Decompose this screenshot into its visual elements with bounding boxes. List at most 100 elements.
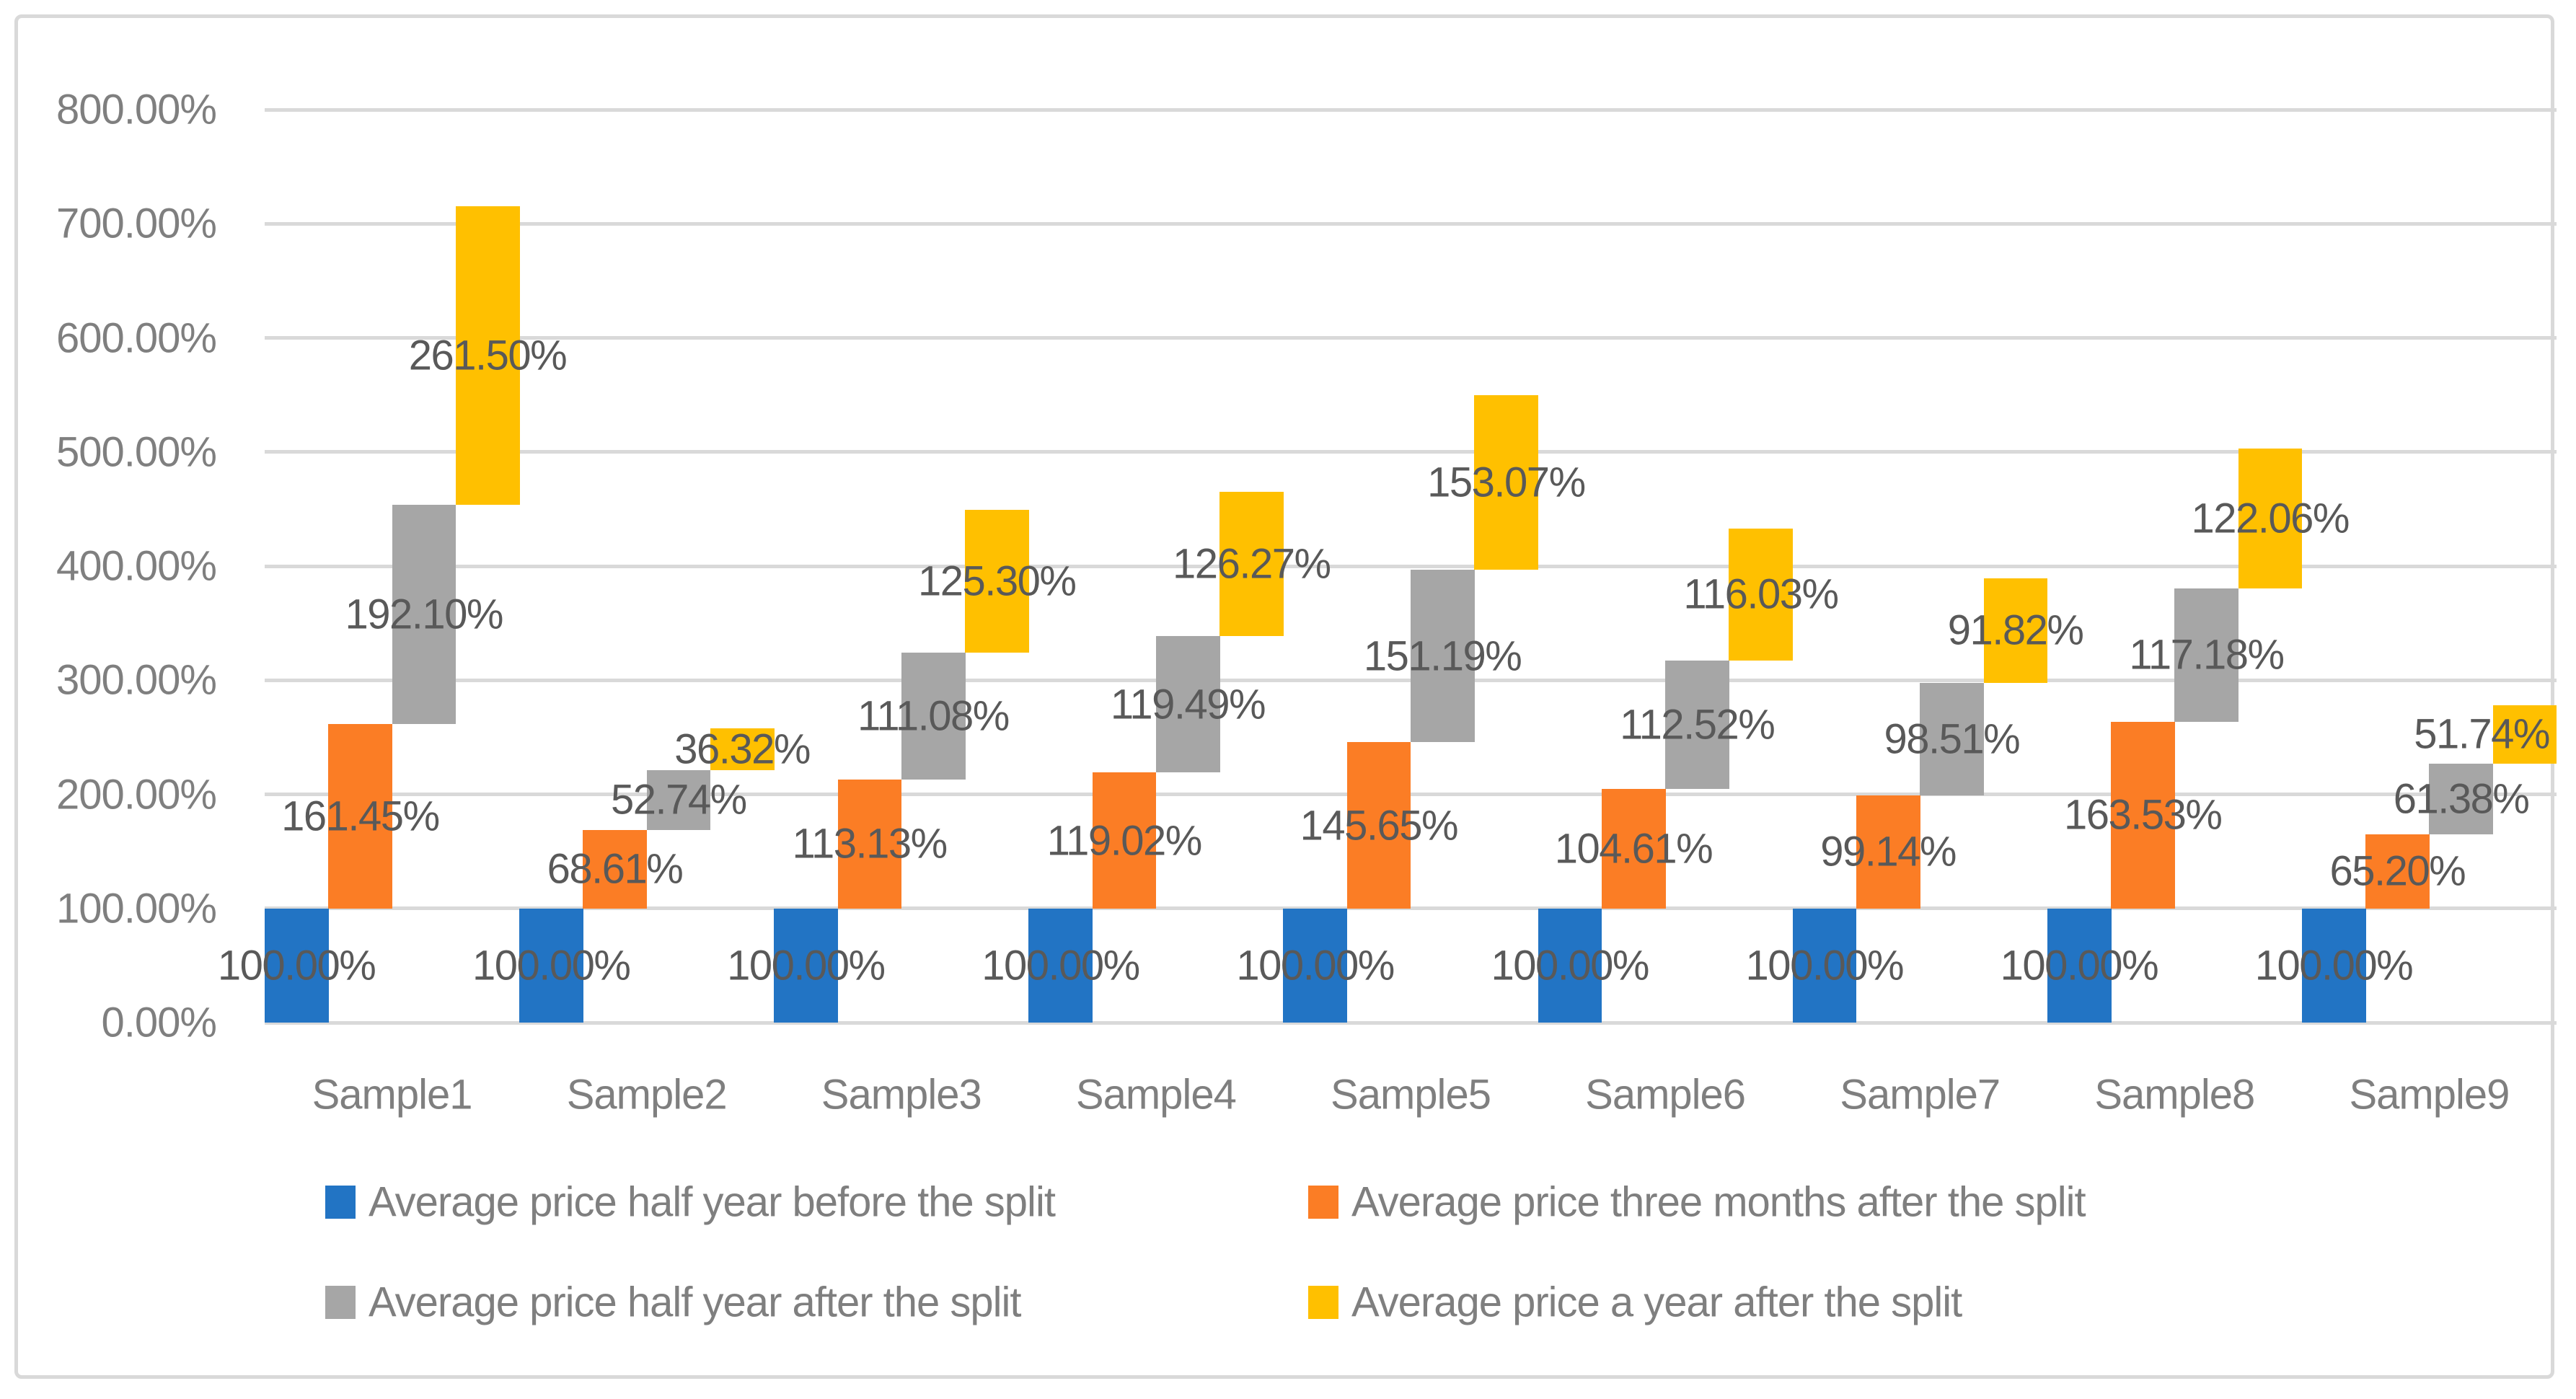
bar-segment-Sample3-s0: [774, 908, 838, 1023]
bar-segment-Sample7-s0: [1792, 908, 1857, 1023]
data-label: 117.18%: [2129, 631, 2285, 679]
data-label: 125.30%: [917, 557, 1077, 605]
bar-segment-Sample4-s1: [1092, 772, 1157, 909]
y-tick-label: 700.00%: [56, 200, 217, 247]
bar-segment-Sample3-s3: [965, 509, 1029, 653]
gridline-100: [265, 906, 2557, 911]
data-label: 122.06%: [2191, 495, 2350, 542]
y-tick-label: 0.00%: [101, 999, 217, 1046]
x-category-label-Sample1: Sample1: [312, 1071, 473, 1118]
data-label: 261.50%: [408, 332, 568, 379]
legend-marker-0: [325, 1186, 356, 1219]
y-tick-label: 200.00%: [56, 771, 217, 818]
bar-segment-Sample8-s3: [2238, 449, 2303, 588]
y-tick-label: 400.00%: [56, 542, 217, 590]
bar-segment-Sample8-s0: [2047, 908, 2112, 1023]
y-tick-label: 100.00%: [56, 885, 217, 932]
y-tick-label: 600.00%: [56, 314, 217, 361]
data-label: 192.10%: [345, 591, 503, 638]
x-category-label-Sample9: Sample9: [2349, 1071, 2510, 1118]
data-label: 151.19%: [1363, 632, 1522, 680]
legend-label-2: Average price half year after the split: [369, 1279, 1022, 1326]
data-label: 104.61%: [1554, 825, 1713, 873]
x-category-label-Sample2: Sample2: [566, 1071, 728, 1118]
gridline-500: [265, 450, 2557, 454]
bar-segment-Sample7-s3: [1983, 578, 2048, 683]
x-category-label-Sample6: Sample6: [1585, 1071, 1746, 1118]
bar-segment-Sample4-s3: [1219, 492, 1284, 637]
data-label: 126.27%: [1173, 540, 1331, 588]
bar-segment-Sample7-s2: [1920, 682, 1984, 795]
data-label: 100.00%: [2254, 942, 2414, 989]
data-label: 100.00%: [727, 942, 886, 989]
bar-segment-Sample1-s0: [265, 908, 329, 1023]
bar-segment-Sample1-s2: [392, 505, 456, 725]
bar-segment-Sample9-s2: [2429, 764, 2494, 834]
x-category-label-Sample8: Sample8: [2094, 1071, 2255, 1118]
gridline-600: [265, 336, 2557, 340]
bar-segment-Sample6-s3: [1729, 528, 1794, 661]
data-label: 100.00%: [472, 942, 631, 989]
bar-segment-Sample7-s1: [1856, 795, 1920, 909]
data-label: 100.00%: [1745, 942, 1905, 989]
data-label: 119.02%: [1046, 817, 1203, 865]
data-label: 100.00%: [217, 942, 376, 989]
legend-marker-3: [1308, 1286, 1338, 1319]
bar-segment-Sample9-s3: [2492, 705, 2557, 764]
chart-border: [14, 14, 2554, 1379]
data-label: 98.51%: [1884, 715, 2021, 763]
legend-marker-1: [1308, 1186, 1338, 1219]
data-label: 111.08%: [857, 692, 1010, 740]
bar-segment-Sample8-s1: [2111, 721, 2175, 909]
bar-segment-Sample1-s3: [455, 206, 520, 506]
legend-label-0: Average price half year before the split: [369, 1178, 1056, 1226]
data-label: 36.32%: [674, 725, 811, 773]
data-label: 163.53%: [2063, 791, 2223, 839]
x-category-label-Sample3: Sample3: [821, 1071, 982, 1118]
data-label: 52.74%: [610, 776, 747, 824]
bar-segment-Sample6-s0: [1538, 908, 1602, 1023]
gridline-700: [265, 221, 2557, 226]
data-label: 100.00%: [1236, 942, 1395, 989]
legend-label-3: Average price a year after the split: [1351, 1279, 1962, 1326]
gridline-400: [265, 564, 2557, 568]
bar-segment-Sample5-s1: [1346, 742, 1411, 909]
bar-segment-Sample6-s1: [1601, 789, 1666, 909]
data-label: 119.49%: [1110, 681, 1266, 728]
bar-segment-Sample6-s2: [1665, 661, 1729, 790]
bar-segment-Sample3-s2: [901, 652, 966, 780]
data-label: 65.20%: [2329, 847, 2466, 895]
bar-segment-Sample3-s1: [837, 779, 902, 909]
bar-segment-Sample4-s2: [1155, 636, 1220, 773]
bar-segment-Sample9-s1: [2365, 834, 2430, 909]
data-label: 161.45%: [281, 793, 440, 840]
bar-segment-Sample1-s1: [328, 724, 393, 909]
bar-segment-Sample2-s1: [583, 830, 648, 909]
x-category-label-Sample5: Sample5: [1331, 1071, 1491, 1118]
bar-segment-Sample2-s3: [710, 728, 775, 770]
y-tick-label: 800.00%: [56, 86, 217, 133]
bar-segment-Sample5-s2: [1411, 570, 1475, 743]
data-label: 91.82%: [1947, 606, 2084, 654]
data-label: 116.03%: [1683, 570, 1839, 618]
data-label: 153.07%: [1427, 459, 1586, 506]
bar-segment-Sample2-s2: [646, 769, 711, 831]
y-tick-label: 500.00%: [56, 428, 217, 476]
gridline-0: [265, 1020, 2557, 1025]
bar-segment-Sample4-s0: [1028, 908, 1093, 1023]
x-category-label-Sample7: Sample7: [1840, 1071, 2001, 1118]
data-label: 51.74%: [2414, 710, 2550, 758]
data-label: 61.38%: [2393, 775, 2530, 823]
data-label: 99.14%: [1820, 828, 1957, 875]
bar-segment-Sample5-s0: [1283, 908, 1348, 1023]
data-label: 145.65%: [1300, 802, 1459, 849]
data-label: 113.13%: [792, 820, 948, 868]
gridline-800: [265, 107, 2557, 112]
legend-marker-2: [325, 1286, 356, 1319]
bar-segment-Sample9-s0: [2301, 908, 2366, 1023]
bar-segment-Sample5-s3: [1474, 394, 1539, 570]
y-tick-label: 300.00%: [56, 656, 217, 704]
bar-segment-Sample2-s0: [519, 908, 583, 1023]
data-label: 68.61%: [547, 845, 684, 893]
